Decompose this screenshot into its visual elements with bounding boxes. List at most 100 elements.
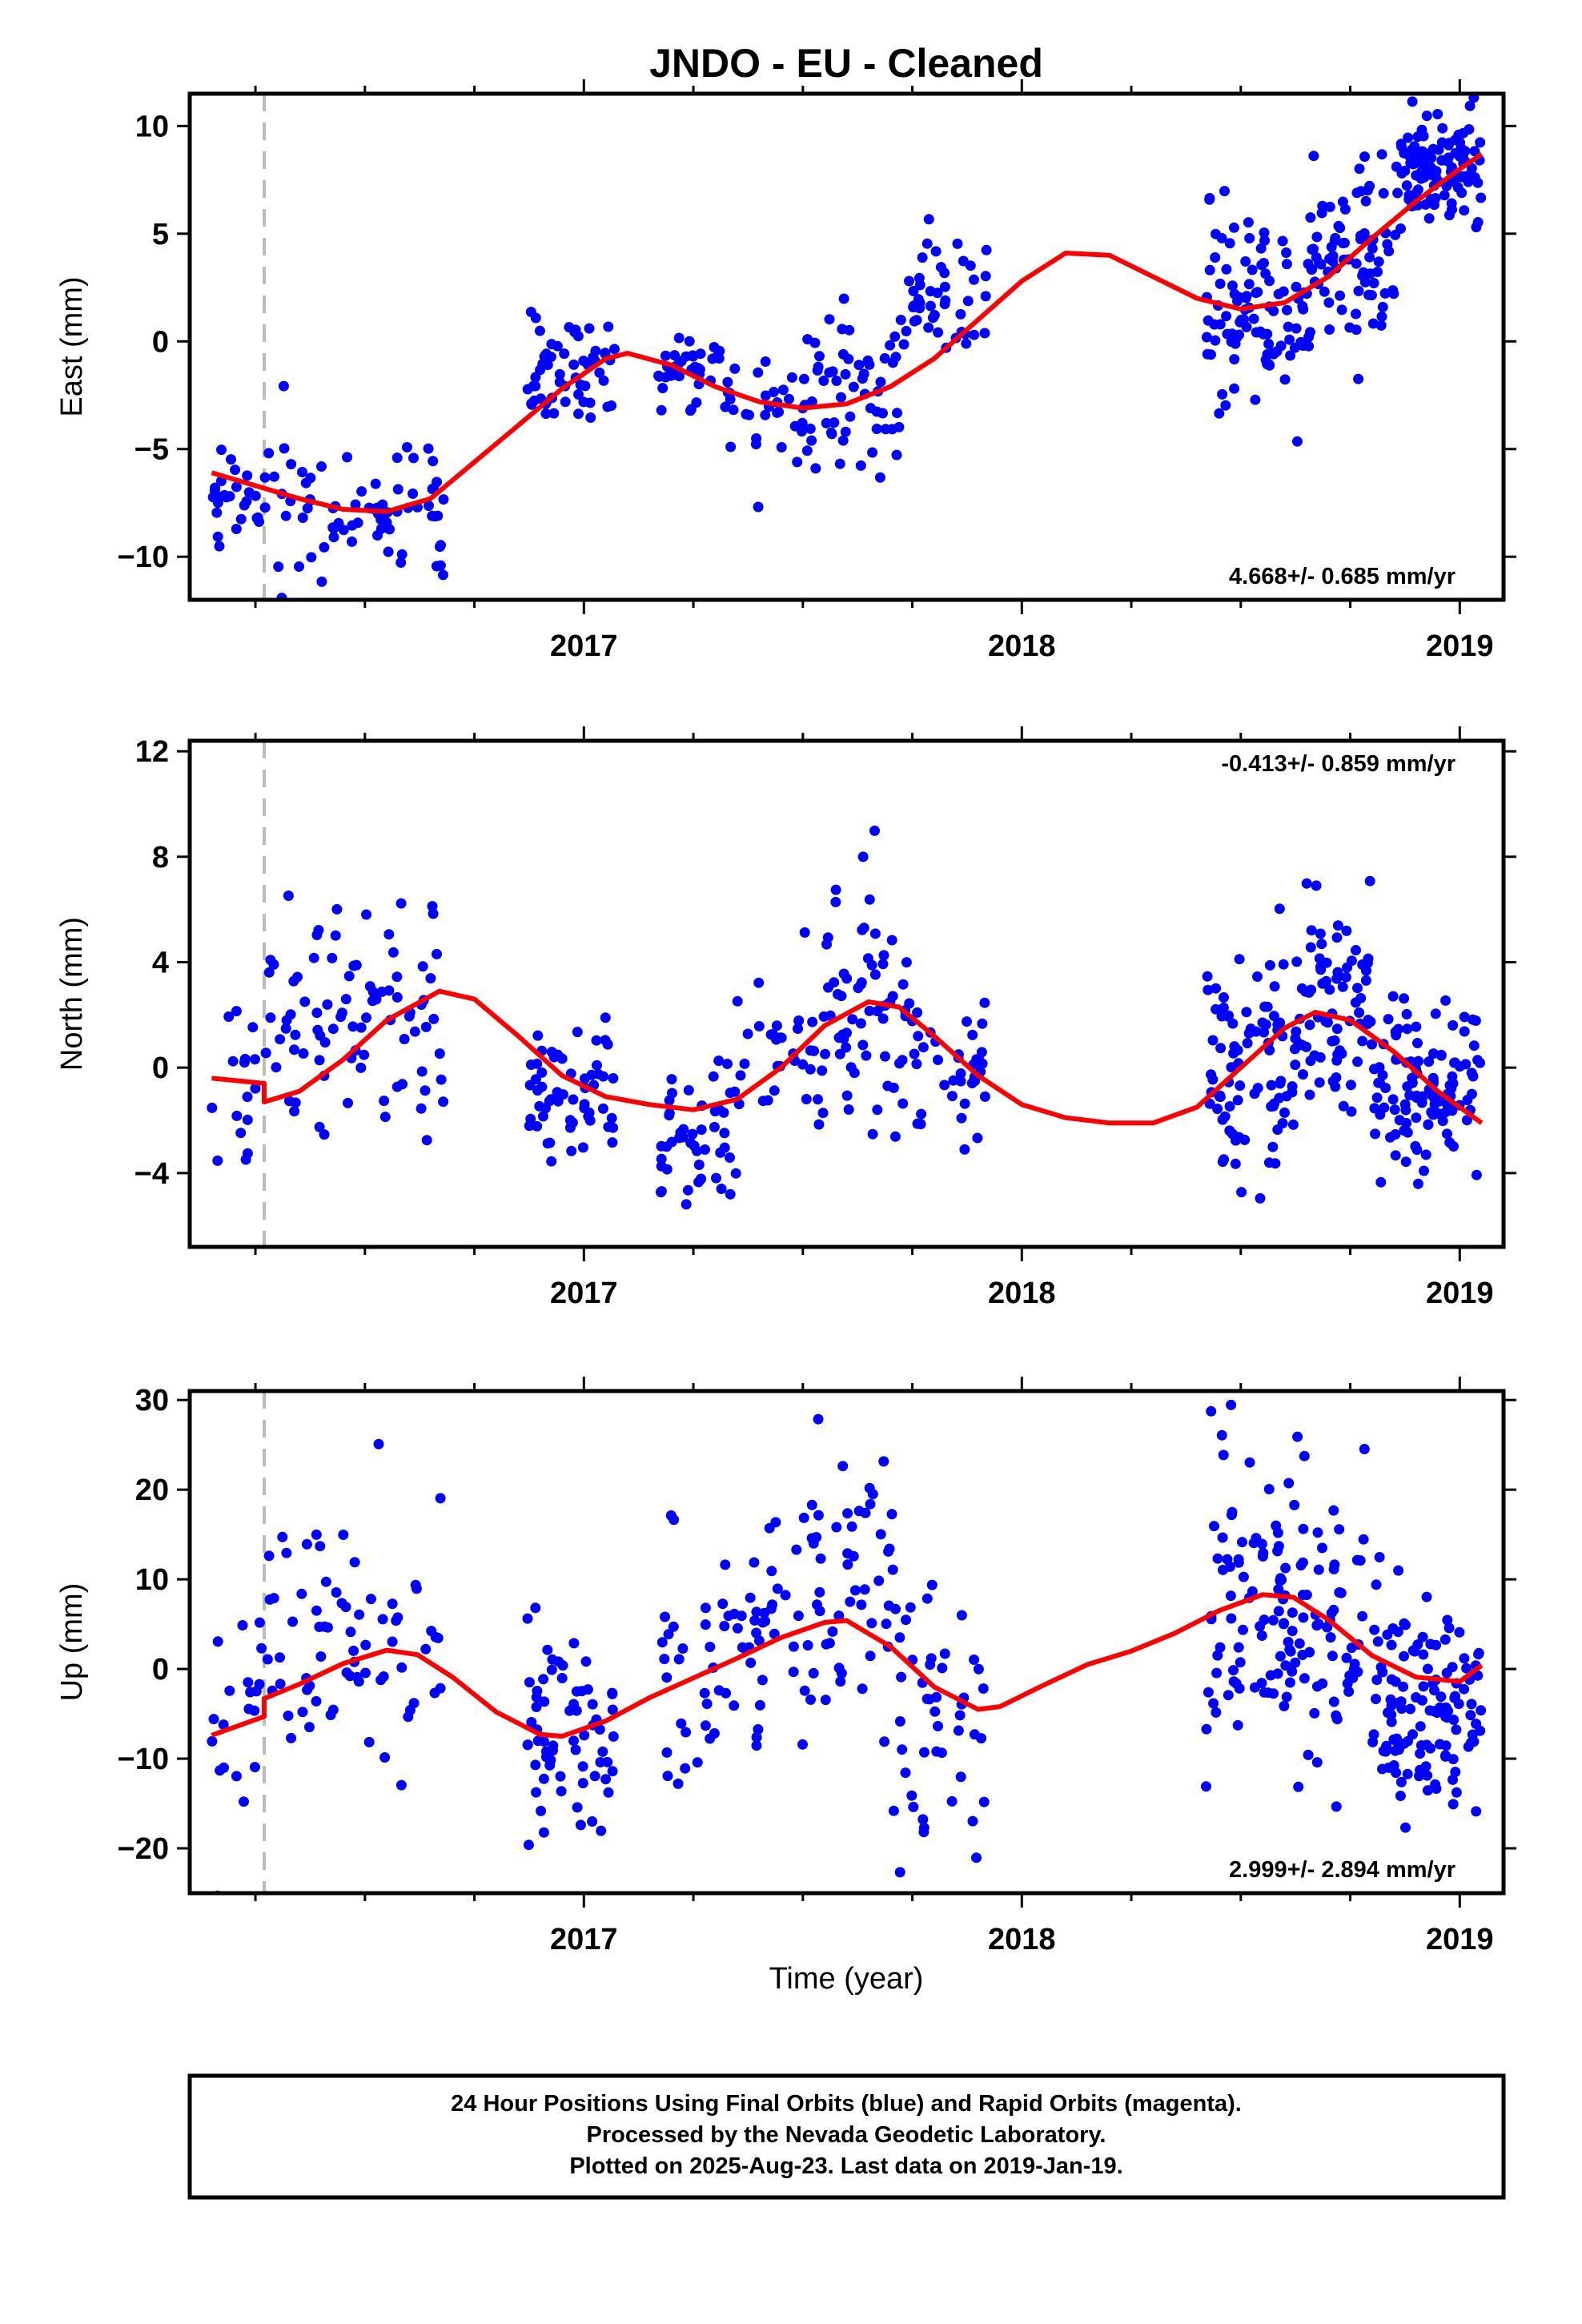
up-data-point — [751, 1731, 762, 1743]
north-data-point — [1446, 1083, 1457, 1094]
east-data-point — [559, 348, 570, 360]
up-data-point — [875, 1529, 886, 1540]
north-data-point — [425, 973, 436, 984]
north-data-point — [1419, 1165, 1429, 1176]
up-data-point — [1235, 1657, 1246, 1668]
east-data-point — [1372, 267, 1383, 277]
up-data-point — [1283, 1478, 1295, 1489]
north-data-point — [1471, 1169, 1482, 1180]
up-data-point — [897, 1744, 908, 1755]
up-data-point — [900, 1767, 911, 1779]
up-data-point — [1226, 1613, 1237, 1624]
north-data-point — [607, 1137, 618, 1148]
north-data-point — [1332, 920, 1343, 931]
up-data-point — [956, 1610, 967, 1621]
east-data-point — [1364, 180, 1375, 191]
east-data-point — [545, 352, 556, 363]
east-data-point — [1308, 151, 1319, 162]
up-data-point — [919, 1747, 930, 1758]
east-data-point — [981, 244, 992, 255]
east-data-point — [216, 444, 227, 456]
north-x-tick-label: 2019 — [1426, 1277, 1494, 1310]
north-data-point — [242, 1148, 253, 1159]
east-data-point — [1339, 203, 1351, 215]
east-data-point — [1311, 231, 1323, 243]
up-data-point — [595, 1757, 606, 1767]
east-x-tick-label: 2019 — [1426, 629, 1494, 663]
east-data-point — [1224, 238, 1235, 249]
up-data-point — [589, 1771, 600, 1782]
east-data-point — [885, 340, 896, 351]
east-data-point — [829, 417, 840, 428]
north-data-point — [1290, 1043, 1300, 1055]
north-data-point — [420, 1085, 431, 1096]
east-data-point — [1469, 146, 1480, 157]
up-data-point — [275, 1652, 285, 1663]
east-data-point — [862, 355, 873, 366]
east-data-point — [1239, 314, 1249, 325]
north-data-point — [280, 1023, 291, 1034]
east-data-point — [1289, 342, 1300, 353]
north-data-point — [959, 1098, 970, 1109]
north-data-point — [327, 1023, 339, 1035]
up-data-point — [1209, 1521, 1219, 1532]
north-data-point — [841, 1090, 853, 1101]
up-data-point — [1424, 1705, 1435, 1716]
east-data-point — [786, 372, 797, 383]
up-points — [207, 1399, 1487, 1893]
up-data-point — [1279, 1618, 1290, 1629]
north-data-point — [242, 1114, 253, 1125]
east-data-point — [603, 321, 614, 332]
up-data-point — [1298, 1612, 1309, 1623]
east-data-point — [1323, 297, 1335, 308]
east-data-point — [1283, 321, 1294, 332]
north-data-point — [685, 1137, 697, 1148]
up-data-point — [607, 1704, 618, 1715]
east-data-point — [848, 381, 859, 392]
north-data-point — [1341, 925, 1352, 936]
north-data-point — [312, 1024, 323, 1035]
north-data-point — [1391, 1030, 1402, 1041]
up-data-point — [594, 1724, 605, 1735]
up-data-point — [906, 1790, 917, 1801]
east-data-point — [837, 435, 849, 446]
north-data-point — [597, 1103, 608, 1114]
up-data-point — [921, 1694, 933, 1704]
north-data-point — [532, 1120, 543, 1132]
east-data-point — [1423, 213, 1435, 224]
up-data-point — [1440, 1751, 1451, 1762]
east-data-point — [1273, 288, 1284, 300]
up-data-point — [538, 1827, 549, 1838]
north-data-point — [664, 1108, 675, 1119]
north-data-point — [1264, 1044, 1275, 1055]
up-data-point — [842, 1548, 853, 1559]
north-data-point — [242, 1092, 253, 1103]
up-data-point — [1421, 1739, 1432, 1751]
east-data-point — [892, 408, 902, 419]
north-data-point — [546, 1156, 557, 1167]
up-data-point — [1299, 1450, 1310, 1462]
north-data-point — [864, 894, 875, 905]
up-data-point — [1234, 1683, 1245, 1694]
north-data-point — [933, 1055, 943, 1065]
up-data-point — [1290, 1657, 1301, 1668]
north-data-point — [1275, 1076, 1287, 1087]
up-data-point — [978, 1683, 989, 1694]
east-data-point — [1204, 264, 1215, 275]
east-data-point — [1396, 141, 1407, 152]
up-data-point — [1439, 1634, 1451, 1645]
up-data-point — [1244, 1457, 1255, 1468]
up-data-point — [1422, 1770, 1433, 1781]
north-data-point — [1435, 1050, 1447, 1061]
up-data-point — [1459, 1653, 1470, 1664]
east-data-point — [813, 361, 824, 372]
east-data-point — [840, 426, 851, 437]
north-data-point — [212, 1155, 223, 1166]
north-data-point — [1223, 1010, 1235, 1021]
east-data-point — [585, 412, 596, 423]
east-data-point — [338, 525, 349, 536]
east-data-point — [1420, 199, 1431, 210]
up-data-point — [1415, 1721, 1426, 1732]
up-data-point — [531, 1702, 542, 1712]
up-data-point — [1414, 1771, 1424, 1782]
